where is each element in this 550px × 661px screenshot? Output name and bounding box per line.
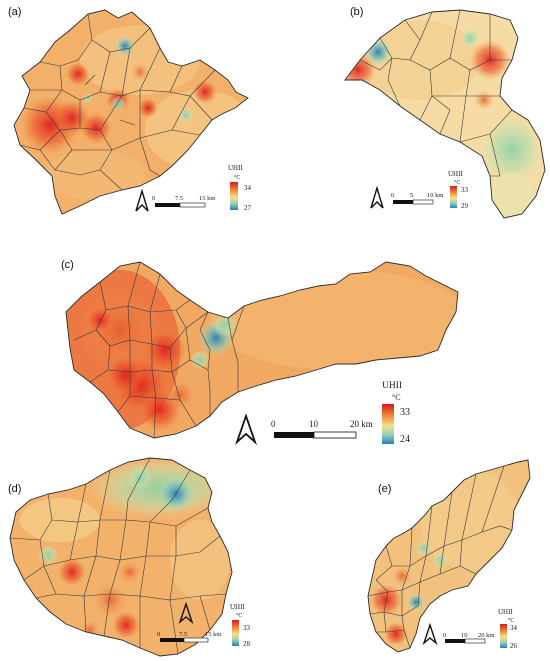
legend-b: UHII °C 33 29 bbox=[448, 170, 469, 210]
scale-tick: 0 bbox=[391, 192, 394, 199]
legend-title: UHII bbox=[228, 164, 243, 172]
legend-d: UHII °C 33 28 bbox=[230, 603, 251, 648]
panel-c: (c) bbox=[61, 259, 459, 445]
scale-tick: 10 bbox=[461, 632, 468, 639]
legend-e: UHII °C 34 26 bbox=[498, 608, 518, 650]
north-arrow-icon bbox=[235, 413, 257, 445]
legend-max: 33 bbox=[461, 186, 469, 194]
north-arrow-icon bbox=[135, 188, 149, 212]
scale-tick: 15 km bbox=[199, 195, 215, 202]
scale-bar-a: 0 7.5 15 km bbox=[152, 195, 215, 208]
north-arrow-icon bbox=[178, 601, 194, 625]
legend-colorbar bbox=[232, 620, 239, 646]
panel-label-b: (b) bbox=[350, 6, 363, 18]
legend-max: 33 bbox=[400, 407, 410, 418]
district-boundaries-a bbox=[19, 13, 216, 191]
legend-max: 34 bbox=[510, 624, 518, 632]
heatmap-b bbox=[345, 10, 545, 218]
scale-tick: 20 km bbox=[350, 419, 373, 429]
legend-unit: °C bbox=[234, 174, 240, 181]
heatmap-d bbox=[10, 458, 232, 656]
legend-title: UHII bbox=[382, 381, 402, 391]
legend-min: 29 bbox=[461, 202, 469, 210]
panel-d: (d) bbox=[8, 457, 251, 657]
heatmap-a bbox=[14, 10, 248, 214]
scale-tick: 0 bbox=[157, 631, 160, 638]
district-boundaries-e bbox=[367, 465, 513, 649]
panel-label-c: (c) bbox=[61, 259, 74, 271]
panel-e: (e) bbox=[367, 459, 531, 653]
panel-b: (b) bbox=[344, 6, 546, 219]
panel-a: (a) bbox=[8, 6, 252, 215]
panel-label-e: (e) bbox=[378, 483, 391, 495]
panel-label-a: (a) bbox=[8, 6, 21, 18]
legend-unit: °C bbox=[454, 179, 460, 186]
district-boundaries-b bbox=[359, 9, 513, 177]
north-arrow-icon bbox=[370, 185, 384, 209]
north-arrow-icon bbox=[422, 622, 438, 646]
legend-c: UHII °C 33 24 bbox=[382, 381, 410, 445]
legend-title: UHII bbox=[448, 170, 463, 178]
scale-tick: 15 km bbox=[205, 631, 221, 638]
legend-min: 27 bbox=[244, 204, 252, 212]
legend-min: 28 bbox=[243, 640, 251, 648]
heatmap-c bbox=[66, 262, 458, 438]
district-boundaries-c bbox=[73, 261, 245, 439]
legend-title: UHII bbox=[230, 603, 245, 611]
scale-tick: 7.5 bbox=[179, 631, 187, 638]
scale-tick: 10 bbox=[309, 419, 319, 429]
scale-bar-b: 0 5 10 km bbox=[391, 192, 443, 205]
legend-min: 24 bbox=[400, 434, 410, 445]
legend-max: 33 bbox=[243, 624, 251, 632]
panel-label-d: (d) bbox=[8, 483, 21, 495]
legend-min: 26 bbox=[510, 642, 518, 650]
scale-tick: 7.5 bbox=[175, 195, 183, 202]
district-boundaries-d bbox=[9, 457, 227, 655]
legend-colorbar bbox=[382, 404, 394, 444]
legend-unit: °C bbox=[392, 393, 401, 402]
legend-unit: °C bbox=[236, 612, 242, 619]
scale-bar-d: 0 7.5 15 km bbox=[157, 631, 221, 643]
legend-colorbar bbox=[230, 182, 238, 210]
legend-colorbar bbox=[450, 186, 457, 208]
legend-title: UHII bbox=[498, 608, 513, 616]
legend-a: UHII °C 34 27 bbox=[228, 164, 252, 212]
scale-tick: 20 km bbox=[478, 632, 494, 639]
scale-bar-c: 0 10 20 km bbox=[271, 419, 373, 439]
scale-bar-e: 0 10 20 km bbox=[443, 632, 494, 644]
scale-tick: 0 bbox=[443, 632, 446, 639]
scale-tick: 0 bbox=[152, 195, 155, 202]
scale-tick: 0 bbox=[271, 419, 276, 429]
scale-tick: 10 km bbox=[427, 192, 443, 199]
legend-unit: °C bbox=[508, 617, 514, 624]
legend-colorbar bbox=[500, 624, 507, 648]
scale-tick: 5 bbox=[410, 192, 413, 199]
legend-max: 34 bbox=[244, 184, 252, 192]
